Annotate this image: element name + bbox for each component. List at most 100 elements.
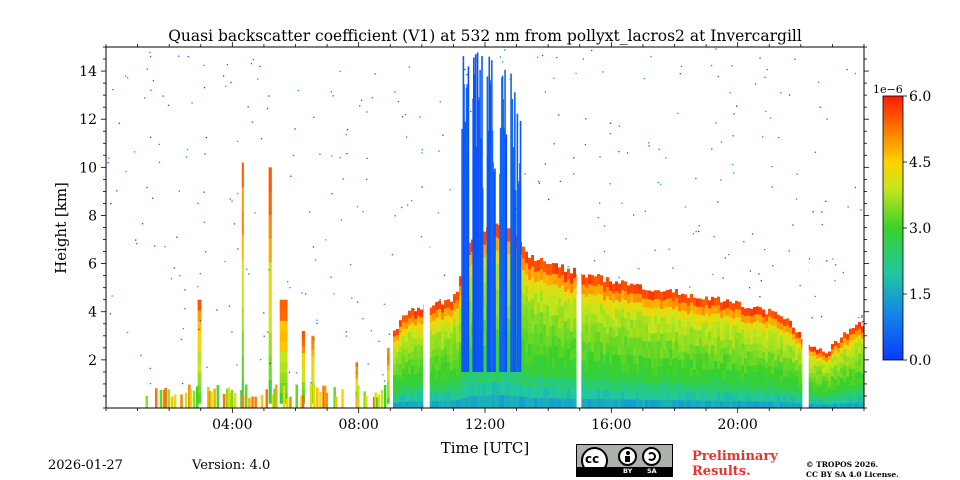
aerosol-cell	[735, 385, 738, 394]
aerosol-cell	[546, 387, 549, 399]
aerosol-cell	[507, 305, 510, 319]
aerosol-cell	[552, 283, 555, 295]
aerosol-cell	[723, 362, 726, 371]
aerosol-cell	[822, 359, 825, 365]
plume-cell	[268, 379, 272, 404]
aerosol-cell	[585, 333, 588, 344]
aerosol-cell	[630, 381, 633, 391]
aerosol-cell	[717, 312, 720, 322]
aerosol-cell	[855, 372, 858, 379]
aerosol-cell	[681, 350, 684, 360]
aerosol-cell	[759, 364, 762, 373]
aerosol-cell	[672, 399, 675, 409]
aerosol-cell	[681, 301, 684, 311]
aerosol-cell	[762, 400, 765, 409]
aerosol-cell	[693, 321, 696, 330]
aerosol-cell	[450, 400, 453, 409]
aerosol-cell	[822, 371, 825, 377]
aerosol-cell	[618, 327, 621, 338]
aerosol-cell	[570, 302, 573, 313]
aerosol-cell	[555, 387, 558, 399]
aerosol-cell	[669, 357, 672, 367]
aerosol-cell	[555, 325, 558, 337]
aerosol-cell	[411, 315, 414, 323]
y-axis-label: Height [km]	[52, 182, 70, 274]
aerosol-cell	[483, 395, 486, 409]
aerosol-cell	[672, 350, 675, 359]
aerosol-cell	[567, 368, 570, 379]
chart-title: Quasi backscatter coefficient (V1) at 53…	[168, 27, 802, 45]
aerosol-cell	[588, 360, 591, 371]
aerosol-cell	[693, 344, 696, 354]
aerosol-cell	[711, 368, 714, 377]
aerosol-cell	[711, 384, 714, 393]
noise-dot	[146, 186, 148, 189]
noise-dot	[657, 181, 660, 184]
aerosol-cell	[444, 361, 447, 370]
noise-dot	[715, 122, 717, 124]
aerosol-cell	[417, 329, 420, 337]
aerosol-cell	[654, 298, 657, 308]
aerosol-cell	[522, 384, 525, 397]
noise-dot	[854, 186, 857, 189]
aerosol-cell	[714, 321, 717, 330]
noise-dot	[731, 65, 733, 67]
aerosol-cell	[828, 379, 831, 385]
aerosol-cell	[495, 342, 498, 356]
plume-cell	[355, 382, 359, 388]
aerosol-cell	[498, 368, 501, 383]
aerosol-cell	[744, 336, 747, 345]
noise-dot	[224, 260, 226, 263]
aerosol-cell	[393, 358, 396, 365]
aerosol-cell	[687, 384, 690, 393]
cc-license-badge[interactable]: cc BY SA	[576, 444, 673, 477]
aerosol-cell	[669, 365, 672, 375]
aerosol-cell	[561, 377, 564, 388]
aerosol-cell	[474, 370, 477, 384]
aerosol-cell	[687, 400, 690, 409]
aerosol-cell	[456, 341, 459, 351]
aerosol-cell	[783, 376, 786, 384]
noise-dot	[764, 248, 766, 251]
aerosol-cell	[744, 315, 747, 324]
aerosol-cell	[858, 340, 861, 348]
aerosol-cell	[771, 359, 774, 367]
aerosol-cell	[612, 292, 615, 303]
aerosol-cell	[726, 392, 729, 401]
aerosol-cell	[504, 381, 507, 396]
noise-dot	[313, 338, 315, 340]
aerosol-cell	[414, 401, 417, 409]
noise-dot	[309, 211, 311, 213]
aerosol-cell	[528, 365, 531, 377]
aerosol-cell	[726, 376, 729, 386]
colorbar-tick-label: 4.5	[909, 155, 931, 171]
aerosol-cell	[795, 364, 798, 371]
plume-cell	[279, 351, 288, 363]
aerosol-cell	[441, 400, 444, 409]
aerosol-cell	[840, 347, 843, 354]
aerosol-cell	[849, 339, 852, 347]
noise-dot	[766, 68, 768, 71]
aerosol-cell	[468, 372, 471, 385]
aerosol-cell	[777, 321, 780, 329]
aerosol-cell	[816, 382, 819, 388]
x-tick-label: 04:00	[212, 417, 252, 433]
aerosol-cell	[468, 301, 471, 315]
aerosol-cell	[636, 337, 639, 347]
aerosol-cell	[681, 342, 684, 352]
aerosol-cell	[420, 323, 423, 332]
aerosol-cell	[699, 368, 702, 378]
plume-cell	[197, 341, 202, 352]
surface-cell	[364, 395, 368, 408]
aerosol-cell	[813, 403, 816, 409]
aerosol-cell	[564, 349, 567, 360]
noise-dot	[178, 55, 180, 57]
aerosol-cell	[435, 370, 438, 379]
aerosol-cell	[453, 302, 456, 311]
aerosol-cell	[792, 344, 795, 352]
aerosol-cell	[639, 346, 642, 356]
plume-cell	[197, 310, 202, 321]
aerosol-cell	[657, 290, 660, 300]
aerosol-cell	[846, 381, 849, 388]
surface-cell	[213, 388, 216, 408]
